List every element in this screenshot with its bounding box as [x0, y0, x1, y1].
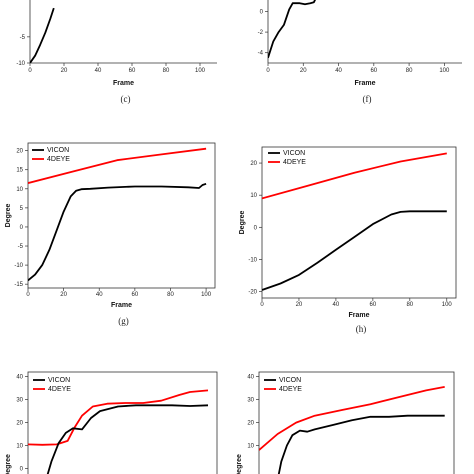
y-tick-label: 30: [16, 398, 23, 404]
x-tick-label: 20: [60, 292, 67, 298]
series-line-vicon: [277, 414, 445, 474]
series-line-vicon: [262, 210, 447, 291]
series-line-4deye: [28, 389, 209, 446]
x-tick-label: 20: [300, 68, 307, 74]
y-axis-label: Degree: [5, 204, 12, 228]
y-tick-label: -15: [14, 282, 23, 288]
series-line-trace: [30, 7, 55, 63]
plot-frame: [258, 371, 455, 474]
x-tick-label: 0: [266, 68, 270, 74]
panel-caption: (c): [121, 94, 131, 104]
series-line-4deye: [28, 147, 207, 184]
legend-label: VICON: [47, 147, 69, 154]
x-tick-label: 0: [26, 292, 30, 298]
y-tick-label: -20: [248, 290, 257, 296]
legend-label: 4DEYE: [279, 386, 302, 393]
panel-i: 40 30 20 10 0 Degree VICON 4DEYE: [5, 371, 218, 474]
y-tick-label: 40: [247, 375, 254, 381]
y-tick-label: 10: [16, 187, 23, 193]
legend-label: 4DEYE: [283, 159, 306, 166]
x-tick-label: 20: [296, 302, 303, 308]
y-tick-label: -2: [258, 30, 264, 36]
legend-label: 4DEYE: [48, 386, 71, 393]
x-tick-label: 60: [370, 68, 377, 74]
x-axis-label: Frame: [354, 80, 375, 87]
plot-frame: [261, 146, 457, 299]
series-line-4deye: [259, 386, 445, 451]
legend-label: VICON: [283, 150, 305, 157]
x-tick-label: 100: [195, 68, 206, 74]
x-axis-label: Frame: [111, 302, 132, 309]
y-tick-label: -10: [16, 61, 25, 67]
y-tick-label: 5: [20, 206, 24, 212]
panel-caption: (g): [118, 316, 129, 326]
y-tick-label: 10: [247, 444, 254, 450]
x-tick-label: 40: [96, 292, 103, 298]
series-line-vicon: [28, 182, 207, 282]
y-tick-label: -10: [248, 257, 257, 263]
legend-label: VICON: [279, 377, 301, 384]
panel-caption: (f): [363, 94, 372, 104]
y-tick-label: 15: [16, 168, 23, 174]
x-axis-label: Frame: [348, 312, 369, 319]
x-tick-label: 80: [163, 68, 170, 74]
plot-frame: [27, 142, 216, 289]
y-tick-label: -5: [18, 244, 24, 250]
y-tick-label: 0: [260, 9, 264, 15]
x-tick-label: 100: [439, 68, 450, 74]
y-tick-label: 20: [16, 421, 23, 427]
x-tick-label: 0: [28, 68, 32, 74]
series-line-4deye: [262, 152, 447, 200]
y-axis-label: Degree: [5, 454, 12, 474]
panel-caption: (h): [356, 324, 367, 334]
series-line-vicon: [46, 404, 209, 474]
x-tick-label: 80: [406, 68, 413, 74]
y-tick-label: -5: [20, 35, 26, 41]
y-tick-label: 0: [254, 225, 258, 231]
x-tick-label: 0: [260, 302, 264, 308]
y-tick-label: 20: [16, 149, 23, 155]
panel-f: 0 20 40 60 80 100 0 -2 -4 Frame (f): [258, 0, 462, 104]
y-tick-label: 10: [250, 193, 257, 199]
y-axis-label: Degree: [236, 454, 243, 474]
x-tick-label: 40: [95, 68, 102, 74]
panel-g: 0 20 40 60 80 100 20 15 10 5 0 -5 -10 -15 Frame Degree (…: [5, 142, 216, 326]
x-tick-label: 60: [370, 302, 377, 308]
x-tick-label: 40: [335, 68, 342, 74]
y-tick-label: 20: [250, 161, 257, 167]
legend-label: VICON: [48, 377, 70, 384]
panel-h: 0 20 40 60 80 10020100-10-20FrameDegree(h)VIC…: [239, 146, 457, 334]
y-tick-label: 40: [16, 375, 23, 381]
x-tick-label: 100: [201, 292, 212, 298]
legend-label: 4DEYE: [47, 156, 70, 163]
x-axis-label: Frame: [113, 80, 134, 87]
series-line-trace: [268, 0, 316, 59]
y-tick-label: 30: [247, 398, 254, 404]
panel-j: 40 30 20 10 Degree VICON 4DEYE: [236, 371, 455, 474]
y-tick-label: -4: [258, 51, 264, 57]
x-tick-label: 80: [167, 292, 174, 298]
y-tick-label: 0: [20, 225, 24, 231]
x-tick-label: 60: [132, 292, 139, 298]
panel-e: 0 20 40 60 80 100 -10 -5 Frame (c): [16, 0, 217, 104]
y-tick-label: 10: [16, 444, 23, 450]
x-tick-label: 40: [333, 302, 340, 308]
x-tick-label: 100: [442, 302, 453, 308]
x-tick-label: 80: [406, 302, 413, 308]
y-tick-label: 0: [20, 467, 24, 473]
y-tick-label: -10: [14, 263, 23, 269]
plot-frame: [27, 371, 218, 474]
y-axis-label: Degree: [239, 211, 246, 235]
y-tick-label: 20: [247, 421, 254, 427]
x-tick-label: 60: [129, 68, 136, 74]
x-tick-label: 20: [61, 68, 68, 74]
